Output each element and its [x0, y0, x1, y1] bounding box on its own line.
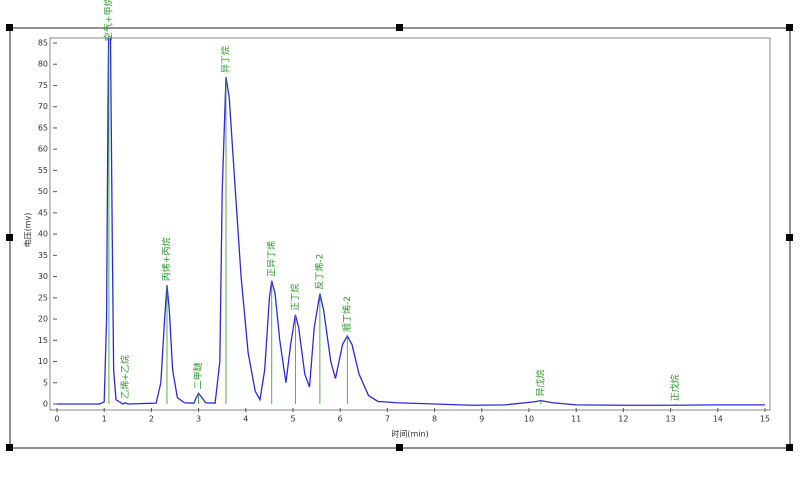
x-tick-label: 13: [666, 415, 676, 424]
y-tick-label: 80: [38, 60, 48, 69]
x-tick-label: 15: [760, 415, 770, 424]
peak-label: 乙烯+乙烷: [119, 355, 131, 399]
peak-label: 异丁烷: [219, 46, 231, 73]
peak-label: 反丁烯-2: [313, 254, 325, 290]
x-axis-label: 时间(min): [391, 429, 428, 439]
x-tick-label: 7: [385, 415, 390, 424]
x-tick-label: 9: [479, 415, 484, 424]
y-tick-label: 25: [38, 293, 48, 302]
peak-label: 空气+甲烷: [102, 0, 114, 41]
x-tick-label: 8: [432, 415, 437, 424]
y-tick-label: 65: [38, 123, 48, 132]
y-axis-label: 电压(mv): [23, 213, 33, 248]
y-tick-label: 85: [38, 39, 48, 48]
y-tick-label: 40: [38, 230, 48, 239]
x-tick-label: 3: [196, 415, 201, 424]
signal-line: [57, 38, 765, 406]
x-tick-label: 6: [338, 415, 343, 424]
y-tick-label: 15: [38, 336, 48, 345]
peak-label: 二甲醚: [192, 362, 204, 389]
y-tick-label: 0: [43, 400, 48, 409]
y-tick-label: 5: [43, 378, 48, 387]
x-tick-label: 5: [290, 415, 295, 424]
y-tick-label: 60: [38, 145, 48, 154]
y-tick-label: 50: [38, 187, 48, 196]
resize-handles[interactable]: [6, 24, 793, 451]
peak-label: 正戊烷: [669, 374, 681, 401]
y-tick-label: 70: [38, 102, 48, 111]
y-tick-label: 10: [38, 357, 48, 366]
y-tick-label: 35: [38, 251, 48, 260]
peak-label: 顺丁烯-2: [341, 296, 353, 332]
x-tick-label: 0: [54, 415, 59, 424]
peak-label: 丙烯+丙烷: [160, 238, 172, 282]
y-tick-label: 20: [38, 315, 48, 324]
plot-frame: [49, 37, 771, 411]
y-tick-label: 30: [38, 272, 48, 281]
plot-area: [57, 38, 765, 406]
x-tick-label: 4: [243, 415, 248, 424]
x-tick-label: 1: [102, 415, 107, 424]
x-tick-label: 10: [524, 415, 534, 424]
peak-label: 正异丁烯: [265, 241, 277, 277]
peak-label: 异戊烷: [534, 370, 546, 397]
peak-label: 正丁烷: [289, 284, 301, 311]
y-tick-label: 55: [38, 166, 48, 175]
x-tick-label: 2: [149, 415, 154, 424]
x-tick-label: 14: [713, 415, 723, 424]
y-tick-label: 75: [38, 81, 48, 90]
x-tick-label: 12: [618, 415, 628, 424]
x-tick-label: 11: [571, 415, 581, 424]
y-tick-label: 45: [38, 208, 48, 217]
